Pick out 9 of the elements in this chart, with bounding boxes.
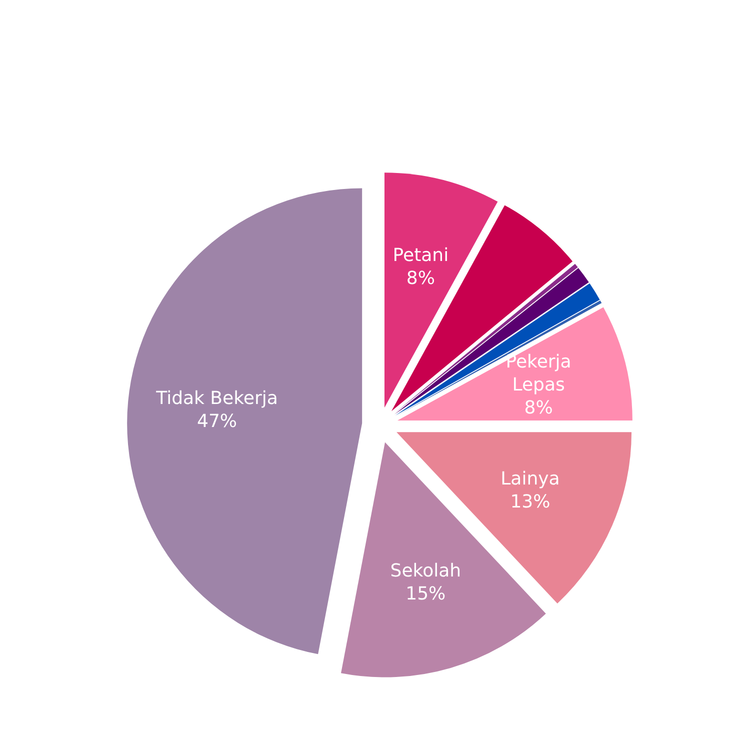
data-label: 15%: [406, 583, 446, 604]
slice-label: Tidak Bekerja: [155, 388, 278, 409]
data-label: 8%: [406, 267, 435, 288]
data-label: 47%: [197, 410, 238, 432]
data-label: 13%: [510, 491, 550, 512]
slice-label: Sekolah: [390, 560, 462, 582]
slice-label: Lainya: [500, 468, 560, 490]
slice-label: Petani: [392, 244, 449, 266]
data-label: 8%: [524, 396, 553, 418]
